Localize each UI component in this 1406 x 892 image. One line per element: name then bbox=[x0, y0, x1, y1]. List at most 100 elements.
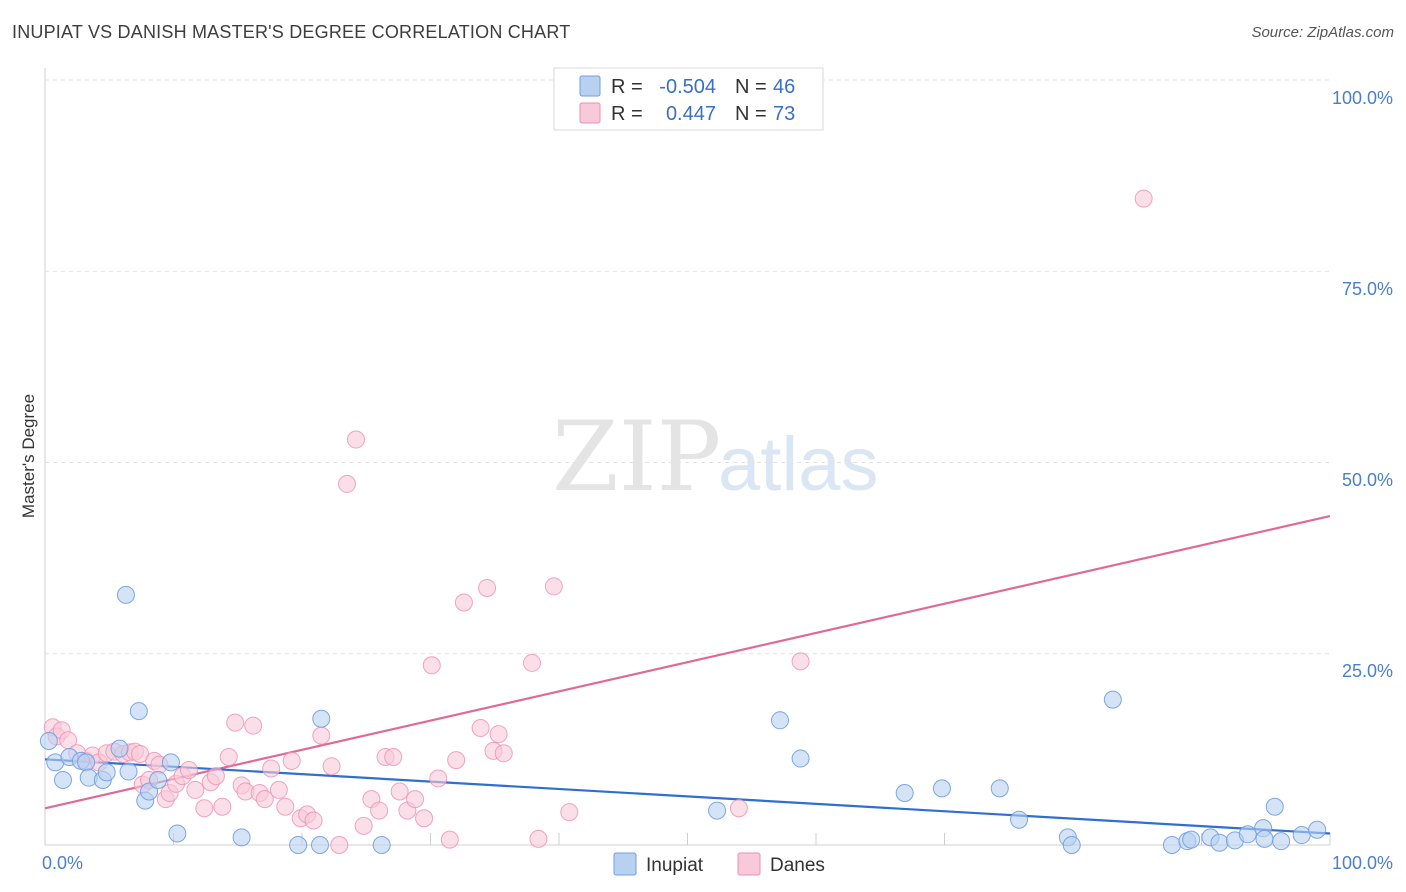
legend-r-label-danes: R = bbox=[611, 103, 643, 125]
danes-point-61 bbox=[471, 718, 490, 737]
danes-point-69 bbox=[560, 803, 579, 822]
legend-n-label-inupiat: N = bbox=[735, 76, 767, 98]
danes-point-44 bbox=[330, 836, 349, 854]
danes-point-60 bbox=[454, 593, 473, 612]
watermark-zip: ZIP bbox=[552, 401, 721, 513]
danes-point-35 bbox=[262, 759, 281, 778]
danes-point-37 bbox=[276, 797, 295, 816]
trend-lines bbox=[44, 514, 1331, 835]
correlation-legend: R = -0.504 N = 46 R = 0.447 N = 73 bbox=[553, 67, 824, 131]
inupiat-point-12 bbox=[129, 702, 148, 721]
danes-point-70 bbox=[729, 799, 748, 818]
inupiat-point-44 bbox=[1292, 826, 1311, 845]
inupiat-trend-line bbox=[44, 758, 1331, 835]
danes-point-67 bbox=[529, 829, 548, 848]
y-tick-label-100: 100.0% bbox=[1332, 88, 1393, 108]
inupiat-point-25 bbox=[791, 749, 810, 768]
danes-point-42 bbox=[312, 726, 331, 745]
series-legend-swatch-inupiat bbox=[613, 852, 637, 876]
inupiat-point-42 bbox=[1265, 797, 1284, 816]
inupiat-point-17 bbox=[168, 824, 187, 843]
inupiat-point-31 bbox=[1062, 836, 1081, 854]
danes-point-65 bbox=[494, 744, 513, 763]
inupiat-point-33 bbox=[1162, 836, 1181, 854]
danes-point-47 bbox=[354, 816, 373, 835]
inupiat-point-21 bbox=[310, 836, 329, 854]
danes-point-32 bbox=[244, 716, 263, 735]
danes-point-58 bbox=[440, 830, 459, 849]
danes-point-23 bbox=[186, 780, 205, 799]
danes-point-38 bbox=[282, 751, 301, 770]
inupiat-point-10 bbox=[116, 585, 135, 604]
danes-point-59 bbox=[447, 751, 466, 770]
danes-point-71 bbox=[791, 652, 810, 671]
legend-n-label-danes: N = bbox=[735, 103, 767, 125]
inupiat-point-5 bbox=[77, 753, 96, 772]
inupiat-point-26 bbox=[895, 783, 914, 802]
danes-point-46 bbox=[346, 430, 365, 449]
series-legend-label-inupiat: Inupiat bbox=[646, 855, 704, 876]
legend-r-label-inupiat: R = bbox=[611, 76, 643, 98]
inupiat-point-2 bbox=[53, 770, 72, 789]
danes-point-22 bbox=[179, 761, 198, 780]
legend-swatch-inupiat bbox=[579, 75, 601, 97]
inupiat-point-41 bbox=[1255, 829, 1274, 848]
inupiat-point-45 bbox=[1308, 820, 1327, 839]
series-legend: Inupiat Danes bbox=[613, 852, 825, 876]
inupiat-point-9 bbox=[110, 739, 129, 758]
inupiat-point-23 bbox=[708, 801, 727, 820]
danes-point-49 bbox=[370, 801, 389, 820]
inupiat-point-35 bbox=[1182, 830, 1201, 849]
inupiat-point-27 bbox=[932, 779, 951, 798]
inupiat-point-22 bbox=[372, 836, 391, 854]
legend-swatch-danes bbox=[579, 102, 601, 124]
legend-r-value-inupiat: -0.504 bbox=[659, 76, 716, 98]
y-tick-label-50: 50.0% bbox=[1342, 470, 1393, 490]
y-tick-label-75: 75.0% bbox=[1342, 279, 1393, 299]
inupiat-point-43 bbox=[1272, 832, 1291, 851]
legend-n-value-danes: 73 bbox=[773, 103, 795, 125]
danes-point-41 bbox=[304, 811, 323, 830]
danes-point-54 bbox=[406, 790, 425, 809]
inupiat-point-20 bbox=[312, 709, 331, 728]
danes-trend-line bbox=[44, 514, 1331, 810]
danes-point-64 bbox=[489, 725, 508, 744]
watermark-atlas: atlas bbox=[718, 422, 879, 507]
danes-point-29 bbox=[226, 713, 245, 732]
legend-r-value-danes: 0.447 bbox=[666, 103, 716, 125]
danes-point-72 bbox=[1134, 189, 1153, 208]
inupiat-point-16 bbox=[161, 753, 180, 772]
inupiat-point-29 bbox=[1010, 810, 1029, 829]
inupiat-point-11 bbox=[119, 762, 138, 781]
danes-point-34 bbox=[255, 790, 274, 809]
inupiat-point-19 bbox=[289, 836, 308, 854]
inupiat-point-32 bbox=[1103, 690, 1122, 709]
x-tick-label-0: 0.0% bbox=[42, 853, 83, 873]
danes-point-27 bbox=[213, 797, 232, 816]
danes-point-68 bbox=[544, 577, 563, 596]
danes-point-55 bbox=[415, 809, 434, 828]
inupiat-point-28 bbox=[990, 779, 1009, 798]
x-tick-label-100: 100.0% bbox=[1332, 853, 1393, 873]
danes-point-56 bbox=[422, 656, 441, 675]
danes-point-51 bbox=[384, 748, 403, 767]
gridlines bbox=[45, 79, 1330, 655]
y-axis-label: Master's Degree bbox=[19, 394, 38, 518]
inupiat-point-8 bbox=[97, 763, 116, 782]
inupiat-point-24 bbox=[771, 711, 790, 730]
inupiat-point-0 bbox=[39, 731, 58, 750]
inupiat-points bbox=[39, 585, 1327, 854]
source-credit: Source: ZipAtlas.com bbox=[1251, 24, 1394, 41]
danes-point-24 bbox=[195, 799, 214, 818]
danes-point-45 bbox=[337, 474, 356, 493]
danes-point-62 bbox=[478, 578, 497, 597]
danes-point-66 bbox=[523, 653, 542, 672]
inupiat-point-39 bbox=[1238, 825, 1257, 844]
danes-point-57 bbox=[429, 769, 448, 788]
y-tick-label-25: 25.0% bbox=[1342, 661, 1393, 681]
danes-points bbox=[43, 189, 1153, 854]
series-legend-label-danes: Danes bbox=[770, 855, 825, 876]
danes-point-52 bbox=[390, 782, 409, 801]
danes-point-26 bbox=[206, 767, 225, 786]
